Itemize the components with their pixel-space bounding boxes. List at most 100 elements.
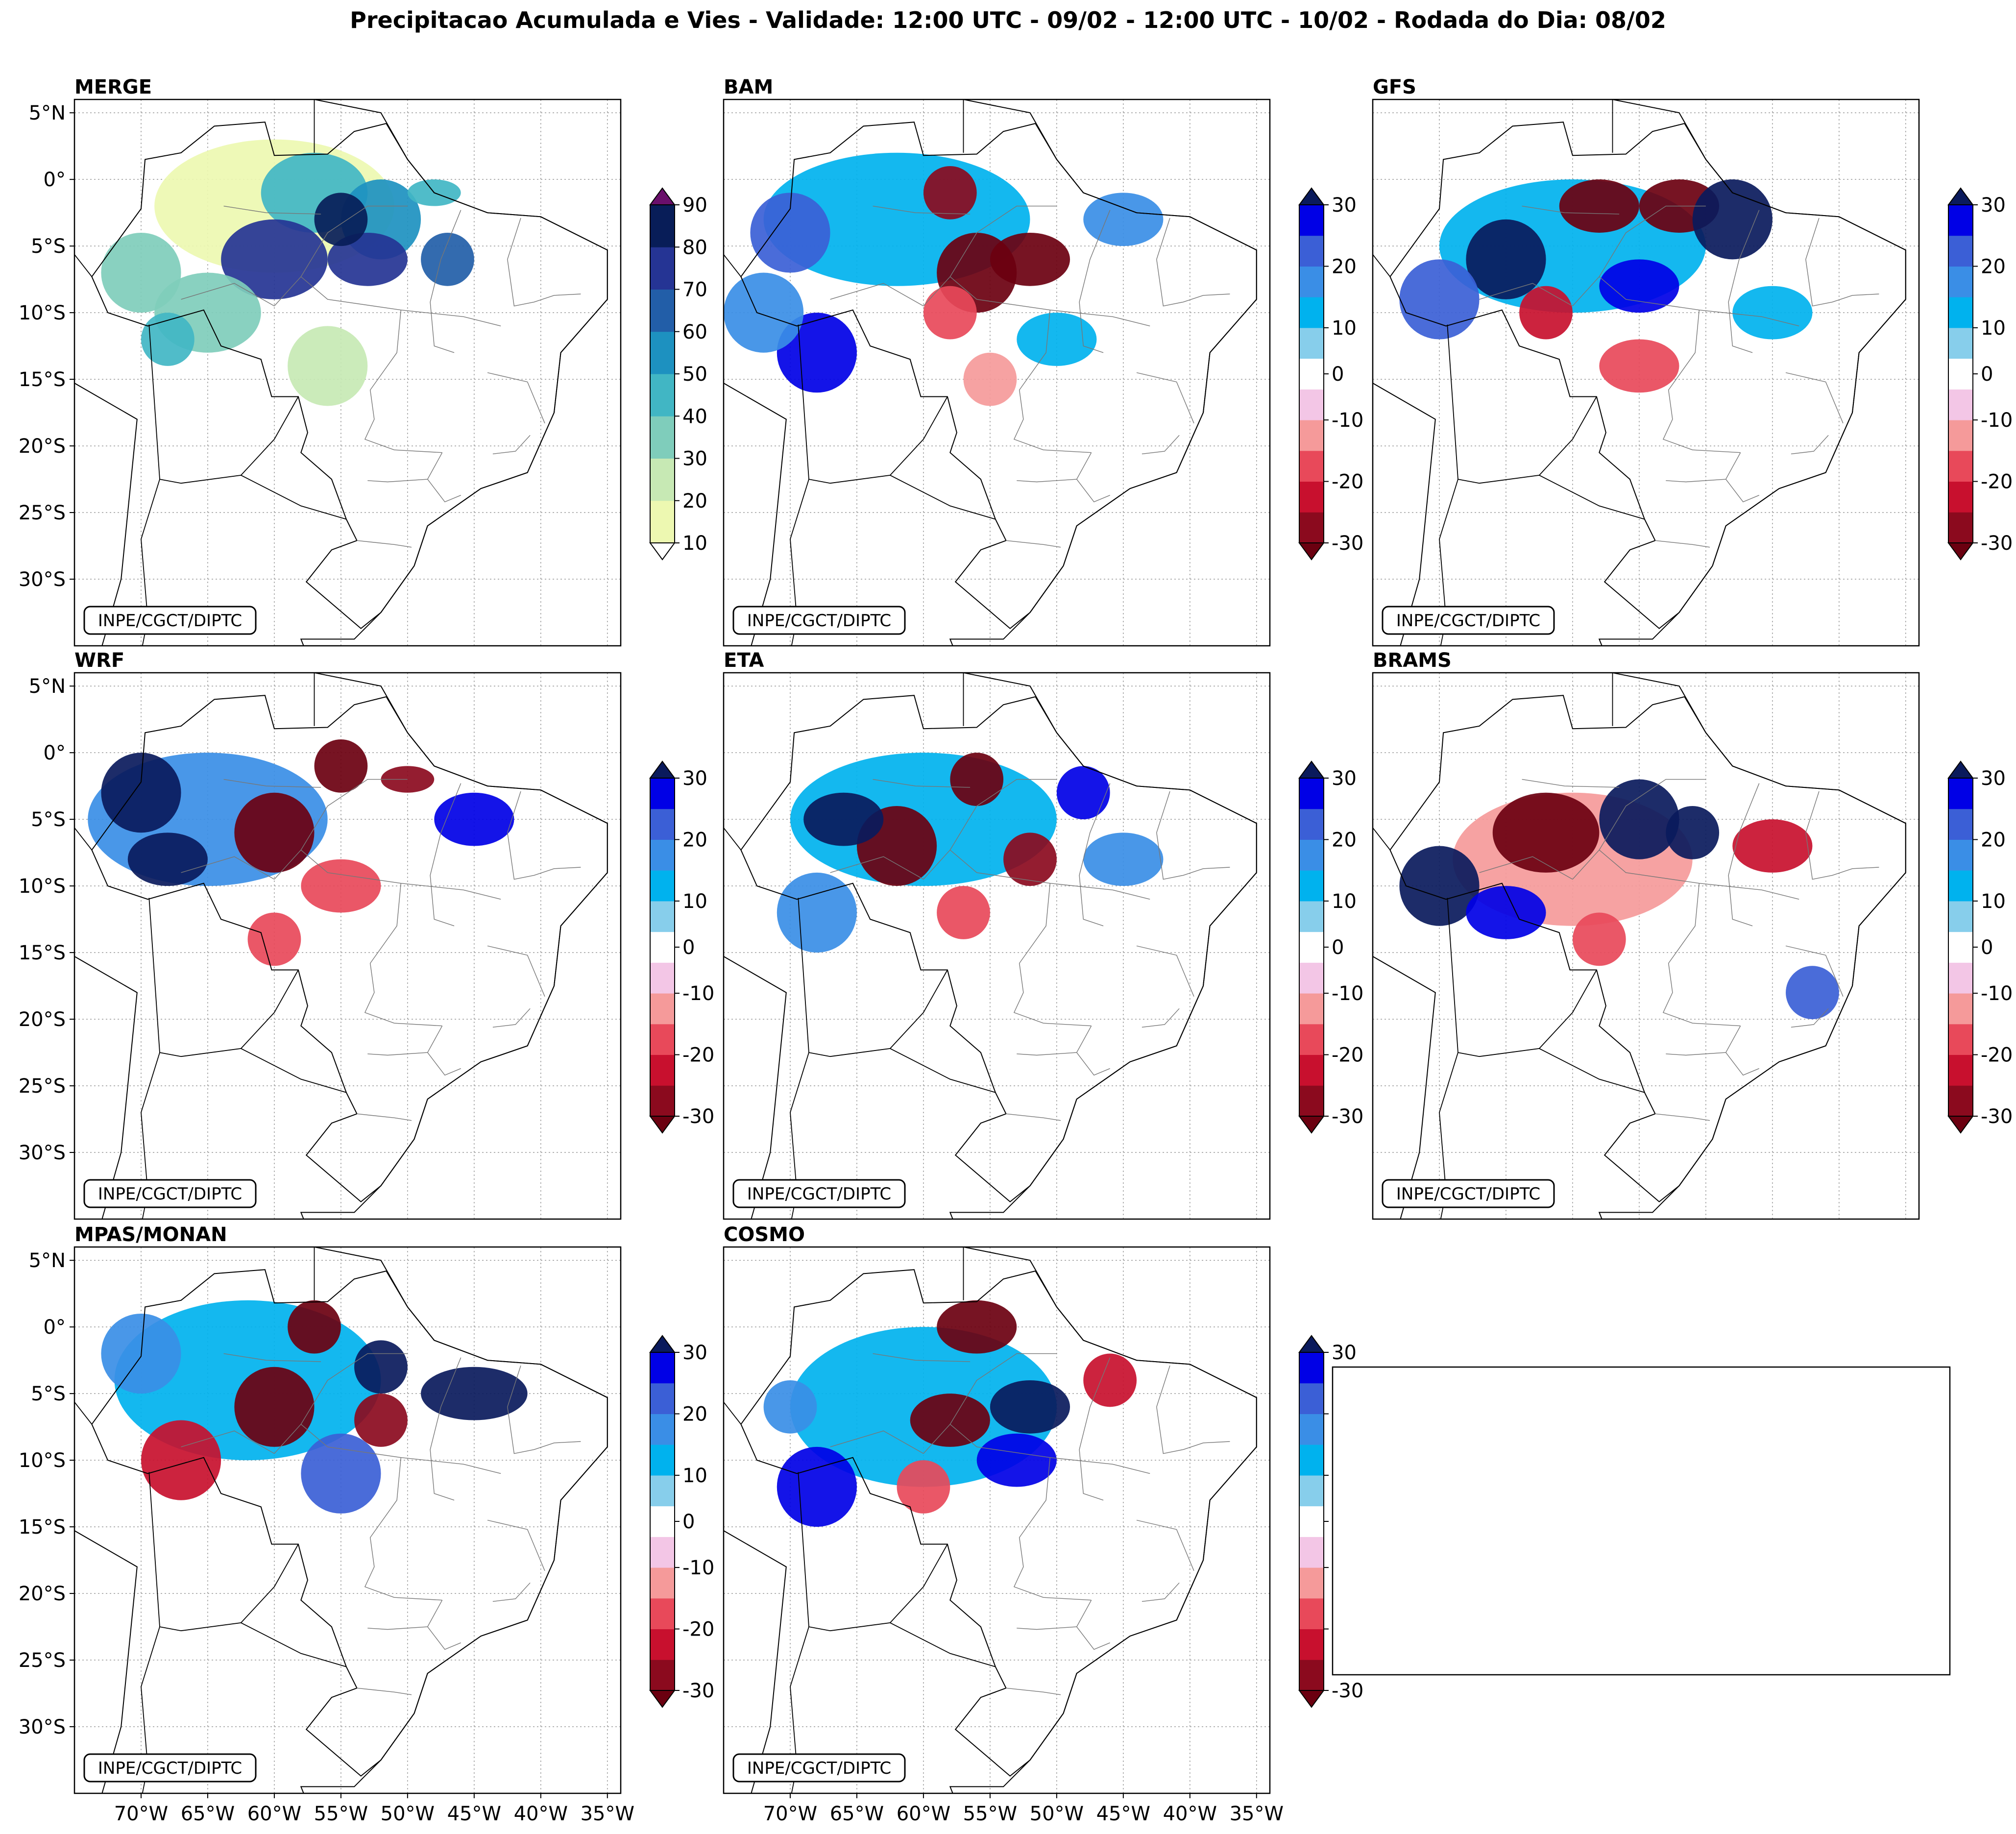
colorbar-extend-min [649,1116,676,1134]
lon-tick-label: 65°W [181,1803,235,1825]
lat-tick-label: 5°N [29,675,66,698]
country-border [148,324,299,484]
map-frame [73,672,622,1220]
field-cell [101,232,181,313]
watermark-box [732,1753,906,1783]
field-cell [777,872,857,953]
field-cell [327,232,408,286]
field-cell [750,193,830,273]
lat-tick-label: 25°S [19,1649,66,1672]
field-cell [1666,806,1720,859]
colorbar-extend-min [1298,542,1325,561]
country-border [148,898,299,1057]
colorbar-tick-label: 10 [682,1465,707,1487]
watermark-text: INPE/CGCT/DIPTC [1396,1184,1540,1204]
state-border [1728,783,1760,927]
country-border [798,324,948,484]
state-border [487,372,545,424]
field-cell [421,232,474,286]
field-cell [288,1300,341,1354]
field-cell [1003,832,1057,886]
state-border [427,479,461,503]
state-border [1662,883,1741,1027]
colorbar-tick-label: 30 [1981,194,2006,217]
state-border [1013,883,1092,1027]
field-cell [777,1446,857,1527]
lat-tick-label: 0° [44,169,66,191]
watermark-box [1382,606,1555,635]
state-border [1662,310,1741,453]
country-border [274,99,275,100]
colorbar-tick-label: -20 [1332,471,1363,493]
state-border [274,276,501,326]
lon-tick-label: 55°W [963,1803,1017,1825]
field-cell [354,1340,408,1394]
state-border [507,218,581,307]
field-cell [1786,966,1839,1020]
colorbar-tick-label: 10 [1332,890,1357,913]
watermark-text: INPE/CGCT/DIPTC [98,1759,242,1778]
country-border [91,1269,608,1777]
field-cell [141,313,194,366]
country-border [1389,122,1906,629]
colorbar-tick-label: 30 [682,448,707,470]
country-border [724,755,742,851]
state-border [1479,856,1573,880]
lat-tick-label: 5°S [31,1383,66,1405]
colorbar-tick-label: 30 [682,767,707,790]
state-border [223,1353,321,1362]
lat-tick-label: 5°N [29,102,66,124]
watermark-text: INPE/CGCT/DIPTC [747,611,891,631]
colorbar-tick-label: 30 [1981,767,2006,790]
watermark-box [83,1753,257,1783]
field-cell [1466,886,1546,939]
panel-title: BAM [724,76,773,98]
colorbar-tick-label: 40 [682,405,707,428]
lat-tick-label: 5°S [31,235,66,258]
field-cell [234,1367,315,1447]
panel-title: BRAMS [1373,649,1452,672]
field-cell [354,1394,408,1447]
state-border [364,310,442,453]
state-border [830,856,924,880]
country-border [1439,1052,1458,1219]
lat-tick-label: 5°N [29,1249,66,1272]
state-border [1017,452,1092,483]
field-cell [288,326,368,406]
state-border [1599,779,1706,851]
colorbar-tick-label: -30 [1332,532,1363,555]
lon-tick-label: 40°W [514,1803,568,1825]
field-cell [421,1367,528,1420]
country-border [890,1048,996,1093]
state-border [873,205,971,215]
state-border [1791,435,1829,455]
colorbar-tick-label: -20 [1981,1044,2013,1067]
colorbar-tick-label: -10 [1332,409,1363,432]
lat-tick-label: 15°S [19,368,66,391]
lon-tick-label: 70°W [763,1803,817,1825]
state-border [367,452,443,483]
field-cell [963,352,1017,406]
country-border [141,1052,160,1219]
lon-tick-label: 35°W [581,1803,634,1825]
colorbar-tick-label: -10 [682,1557,714,1579]
colorbar-extend-min [1298,1690,1325,1708]
colorbar-tick-label: 10 [682,532,707,555]
country-border [74,755,93,851]
state-border [1785,945,1844,997]
lon-tick-label: 50°W [1030,1803,1084,1825]
colorbar-tick-label: 30 [682,1342,707,1364]
state-border [1013,310,1092,453]
state-border [1136,1519,1194,1571]
country-border [91,122,608,629]
state-border [1076,1626,1110,1650]
watermark-box [732,606,906,635]
colorbar-extend-min [1947,542,1974,561]
state-border [492,1582,531,1602]
field-cell [1732,819,1813,873]
field-cell [1083,193,1164,246]
colorbar-tick-label: 30 [1332,767,1357,790]
watermark-box [83,606,257,635]
state-border [427,1626,461,1650]
country-border [724,182,742,277]
